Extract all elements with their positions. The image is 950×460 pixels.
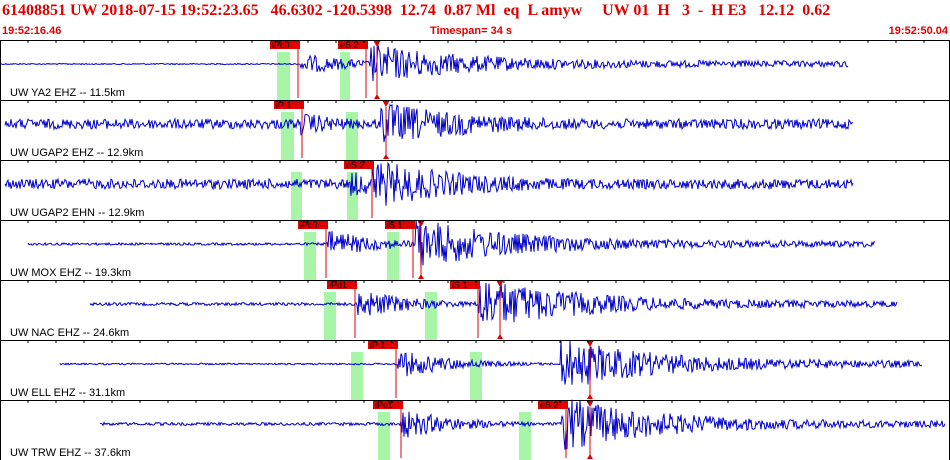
arrival-marker bbox=[373, 40, 381, 47]
pick-label: iP 1 bbox=[370, 340, 385, 350]
arrival-marker-bottom bbox=[374, 94, 380, 99]
pick-window bbox=[346, 112, 358, 160]
pick-window bbox=[340, 52, 350, 100]
pick-label: iPc0 bbox=[272, 40, 290, 50]
trace-frame bbox=[0, 40, 950, 101]
pick-tag[interactable] bbox=[373, 400, 403, 409]
end-time: 19:52:50.04 bbox=[888, 25, 948, 37]
trace-row[interactable]: iPc0 iS 1 UW MOX EHZ -- 19.3km bbox=[0, 219, 950, 281]
pick-window bbox=[277, 52, 290, 100]
pick-label: eS 2 bbox=[346, 160, 365, 170]
pick-tag[interactable] bbox=[385, 220, 415, 229]
trace-label: UW YA2 EHZ -- 11.5km bbox=[10, 87, 125, 99]
pick-label: iS 1 bbox=[452, 280, 468, 290]
pick-tag[interactable] bbox=[270, 40, 300, 49]
trace-frame bbox=[0, 400, 950, 460]
pick-tag[interactable] bbox=[344, 160, 374, 169]
start-time: 19:52:16.46 bbox=[2, 25, 62, 37]
pick-tag[interactable] bbox=[538, 400, 568, 409]
waveform bbox=[4, 161, 854, 206]
trace-label: UW ELL EHZ -- 31.1km bbox=[10, 387, 125, 399]
pick-tag[interactable] bbox=[327, 280, 357, 289]
trace-frame bbox=[0, 280, 950, 341]
trace-label: UW UGAP2 EHN -- 12.9km bbox=[10, 207, 144, 219]
pick-window bbox=[291, 172, 302, 220]
pick-label: iS 1 bbox=[387, 220, 403, 230]
pick-tag[interactable] bbox=[450, 280, 480, 289]
pick-window bbox=[281, 112, 294, 160]
pick-window bbox=[351, 352, 363, 400]
arrival-marker-bottom bbox=[383, 154, 389, 159]
waveform bbox=[4, 103, 853, 143]
trace-row[interactable]: iPc0 eS 2 UW YA2 EHZ -- 11.5km bbox=[0, 40, 950, 101]
pick-label: eS 2 bbox=[340, 40, 359, 50]
trace-row[interactable]: iP 1 UW UGAP2 EHZ -- 12.9km bbox=[0, 100, 950, 161]
arrival-marker bbox=[586, 340, 594, 347]
trace-label: UW NAC EHZ -- 24.6km bbox=[10, 327, 129, 339]
trace-label: UW TRW EHZ -- 37.6km bbox=[10, 447, 131, 459]
waveform bbox=[89, 281, 898, 323]
pick-window bbox=[347, 172, 358, 220]
arrival-marker-bottom bbox=[497, 334, 503, 339]
pick-tag[interactable] bbox=[274, 100, 304, 109]
pick-window bbox=[519, 412, 531, 460]
arrival-marker-bottom bbox=[587, 454, 593, 459]
pick-tag[interactable] bbox=[368, 340, 398, 349]
pick-label: iPc1 bbox=[375, 400, 393, 410]
pick-window bbox=[387, 232, 399, 280]
arrival-marker-bottom bbox=[587, 394, 593, 399]
arrival-marker bbox=[417, 220, 425, 227]
pick-label: iPd1 bbox=[329, 280, 347, 290]
pick-tag[interactable] bbox=[298, 220, 328, 229]
trace-frame bbox=[0, 220, 950, 281]
waveform bbox=[27, 219, 876, 269]
trace-label: UW MOX EHZ -- 19.3km bbox=[10, 267, 131, 279]
waveform bbox=[0, 44, 849, 82]
event-summary: 61408851 UW 2018-07-15 19:52:23.65 46.63… bbox=[2, 2, 831, 19]
pick-window bbox=[378, 412, 390, 460]
pick-label: eS 2 bbox=[540, 400, 559, 410]
timespan: Timespan= 34 s bbox=[430, 25, 513, 37]
trace-row[interactable]: iPc1 eS 2 UW TRW EHZ -- 37.6km bbox=[0, 399, 950, 460]
waveform bbox=[59, 339, 923, 385]
event-header: 61408851 UW 2018-07-15 19:52:23.65 46.63… bbox=[0, 0, 950, 38]
trace-row[interactable]: eS 2 UW UGAP2 EHN -- 12.9km bbox=[0, 160, 950, 221]
trace-row[interactable]: iPd1 iS 1 UW NAC EHZ -- 24.6km bbox=[0, 280, 950, 341]
seismogram-panel[interactable]: iPc0 eS 2 UW YA2 EHZ -- 11.5km iP 1 UW UGAP2… bbox=[0, 38, 950, 460]
trace-row[interactable]: iP 1 UW ELL EHZ -- 31.1km bbox=[0, 339, 950, 401]
waveform bbox=[99, 399, 946, 450]
pick-label: iP 1 bbox=[276, 100, 291, 110]
pick-window bbox=[470, 352, 482, 400]
trace-label: UW UGAP2 EHZ -- 12.9km bbox=[10, 147, 143, 159]
arrival-marker bbox=[586, 400, 594, 407]
arrival-marker bbox=[382, 100, 390, 107]
pick-window bbox=[425, 292, 437, 340]
pick-label: iPc0 bbox=[300, 220, 318, 230]
pick-window bbox=[304, 232, 316, 280]
pick-window bbox=[324, 292, 336, 340]
pick-tag[interactable] bbox=[338, 40, 368, 49]
arrival-marker bbox=[496, 280, 504, 287]
arrival-marker-bottom bbox=[418, 274, 424, 279]
